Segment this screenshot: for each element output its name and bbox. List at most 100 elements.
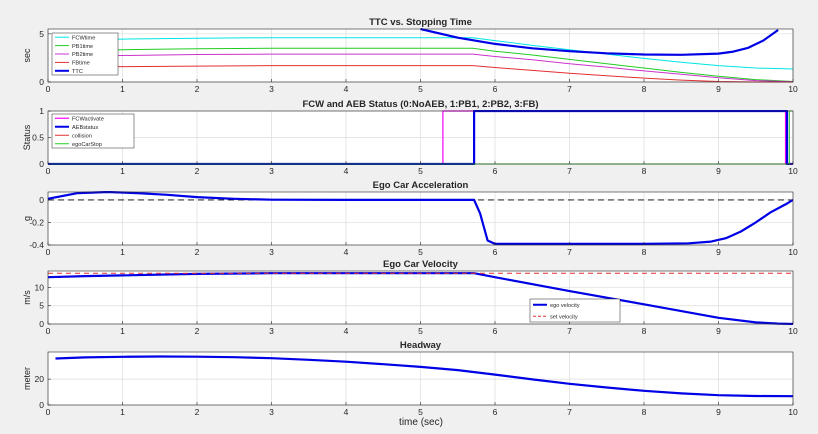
x-tick-label: 2 — [195, 84, 200, 94]
legend: FCWtime PB1time PB2time FBtime TTC — [51, 32, 119, 76]
x-tick-label: 1 — [120, 326, 125, 336]
series-line-3 — [48, 191, 793, 245]
y-axis-label: meter — [22, 367, 32, 390]
chart-title: Headway — [400, 340, 442, 351]
x-tick-label: 6 — [493, 326, 498, 336]
x-tick-label: 3 — [269, 326, 274, 336]
x-tick-label: 7 — [567, 247, 572, 257]
x-tick-label: 8 — [642, 247, 647, 257]
x-tick-label: 5 — [418, 247, 423, 257]
x-tick-label: 1 — [120, 166, 125, 176]
y-axis-label: g — [22, 216, 32, 221]
y-tick-label: 0 — [39, 159, 44, 169]
chart-title: TTC vs. Stopping Time — [369, 17, 472, 28]
x-tick-label: 6 — [493, 247, 498, 257]
chart-title: FCW and AEB Status (0:NoAEB, 1:PB1, 2:PB… — [302, 99, 538, 110]
legend-label: AEBstatus — [72, 125, 98, 131]
legend-label: egoCarStop — [72, 142, 102, 148]
y-tick-label: 10 — [35, 282, 45, 292]
chart-title: Ego Car Velocity — [383, 259, 459, 270]
x-tick-label: 5 — [418, 166, 423, 176]
y-tick-label: 0 — [39, 77, 44, 87]
legend: FCWactivate AEBstatus collision egoCarStop — [51, 113, 135, 149]
chart-panel-5: 0 1 2 3 4 5 6 7 8 9 10 0 20 Headway meter — [22, 340, 798, 417]
x-tick-label: 9 — [716, 166, 721, 176]
y-tick-label: 0 — [39, 319, 44, 329]
x-tick-label: 3 — [269, 84, 274, 94]
y-tick-label: 0.5 — [32, 133, 44, 143]
x-tick-label: 8 — [642, 407, 647, 417]
y-axis-label: m/s — [22, 290, 32, 305]
x-tick-label: 9 — [716, 247, 721, 257]
x-tick-label: 10 — [788, 326, 798, 336]
chart-title: Ego Car Acceleration — [373, 180, 469, 191]
legend-label: set velocity — [550, 314, 578, 320]
legend-label: FCWactivate — [72, 116, 104, 122]
chart-panel-1: 0 1 2 3 4 5 6 7 8 9 10 0 5 TTC vs. Stopping Time sec FC… — [22, 17, 798, 94]
x-tick-label: 2 — [195, 166, 200, 176]
x-axis-label: time (sec) — [399, 417, 443, 428]
legend-box — [51, 113, 135, 149]
legend-label: ego velocity — [550, 303, 580, 309]
legend-label: FCWtime — [72, 35, 95, 41]
y-tick-label: 5 — [39, 301, 44, 311]
x-tick-label: 9 — [716, 84, 721, 94]
y-tick-label: 0 — [39, 400, 44, 410]
legend-label: collision — [72, 133, 92, 139]
x-tick-label: 7 — [567, 407, 572, 417]
series-fbtime — [55, 65, 793, 83]
y-tick-label: 20 — [35, 374, 45, 384]
x-tick-label: 4 — [344, 166, 349, 176]
x-tick-label: 1 — [120, 407, 125, 417]
x-tick-label: 8 — [642, 326, 647, 336]
x-tick-label: 3 — [269, 166, 274, 176]
x-tick-label: 4 — [344, 247, 349, 257]
x-tick-label: 1 — [120, 84, 125, 94]
y-axis-label: sec — [22, 48, 32, 63]
x-tick-label: 0 — [46, 326, 51, 336]
y-tick-label: -0.2 — [29, 217, 44, 227]
series-pb2time — [55, 53, 793, 83]
y-tick-label: -0.4 — [29, 240, 44, 250]
legend-label: FBtime — [72, 61, 90, 67]
series-ttc — [420, 28, 779, 56]
x-tick-label: 6 — [493, 84, 498, 94]
x-tick-label: 0 — [46, 407, 51, 417]
x-tick-label: 7 — [567, 84, 572, 94]
y-axis-label: Status — [22, 124, 32, 150]
series-pb1time — [55, 47, 793, 82]
x-tick-label: 4 — [344, 407, 349, 417]
y-tick-label: 1 — [39, 106, 44, 116]
legend: ego velocity set velocity — [529, 298, 621, 323]
x-tick-label: 5 — [418, 84, 423, 94]
x-tick-label: 1 — [120, 247, 125, 257]
legend-label: PB2time — [72, 52, 93, 58]
x-tick-label: 9 — [716, 407, 721, 417]
x-tick-label: 8 — [642, 166, 647, 176]
x-tick-label: 6 — [493, 407, 498, 417]
x-tick-label: 2 — [195, 247, 200, 257]
series-line-5 — [55, 355, 793, 398]
x-tick-label: 7 — [567, 326, 572, 336]
x-tick-label: 2 — [195, 326, 200, 336]
x-tick-label: 7 — [567, 166, 572, 176]
x-tick-label: 2 — [195, 407, 200, 417]
x-tick-label: 3 — [269, 247, 274, 257]
series-fcwtime — [55, 37, 793, 70]
chart-panel-4: 0 1 2 3 4 5 6 7 8 9 10 0 5 10 Ego Car Velocity m/s ego v… — [22, 259, 798, 336]
x-tick-label: 8 — [642, 84, 647, 94]
legend-box — [51, 32, 119, 76]
x-tick-label: 6 — [493, 166, 498, 176]
x-tick-label: 10 — [788, 84, 798, 94]
x-tick-label: 5 — [418, 326, 423, 336]
y-tick-label: 0 — [39, 195, 44, 205]
x-tick-label: 10 — [788, 166, 798, 176]
chart-panel-3: 0 1 2 3 4 5 6 7 8 9 10 -0.4 -0.2 0 Ego Car Acceleratio… — [22, 180, 798, 257]
x-tick-label: 4 — [344, 326, 349, 336]
legend-label: PB1time — [72, 44, 93, 50]
x-tick-label: 10 — [788, 247, 798, 257]
x-tick-label: 10 — [788, 407, 798, 417]
x-tick-label: 0 — [46, 84, 51, 94]
